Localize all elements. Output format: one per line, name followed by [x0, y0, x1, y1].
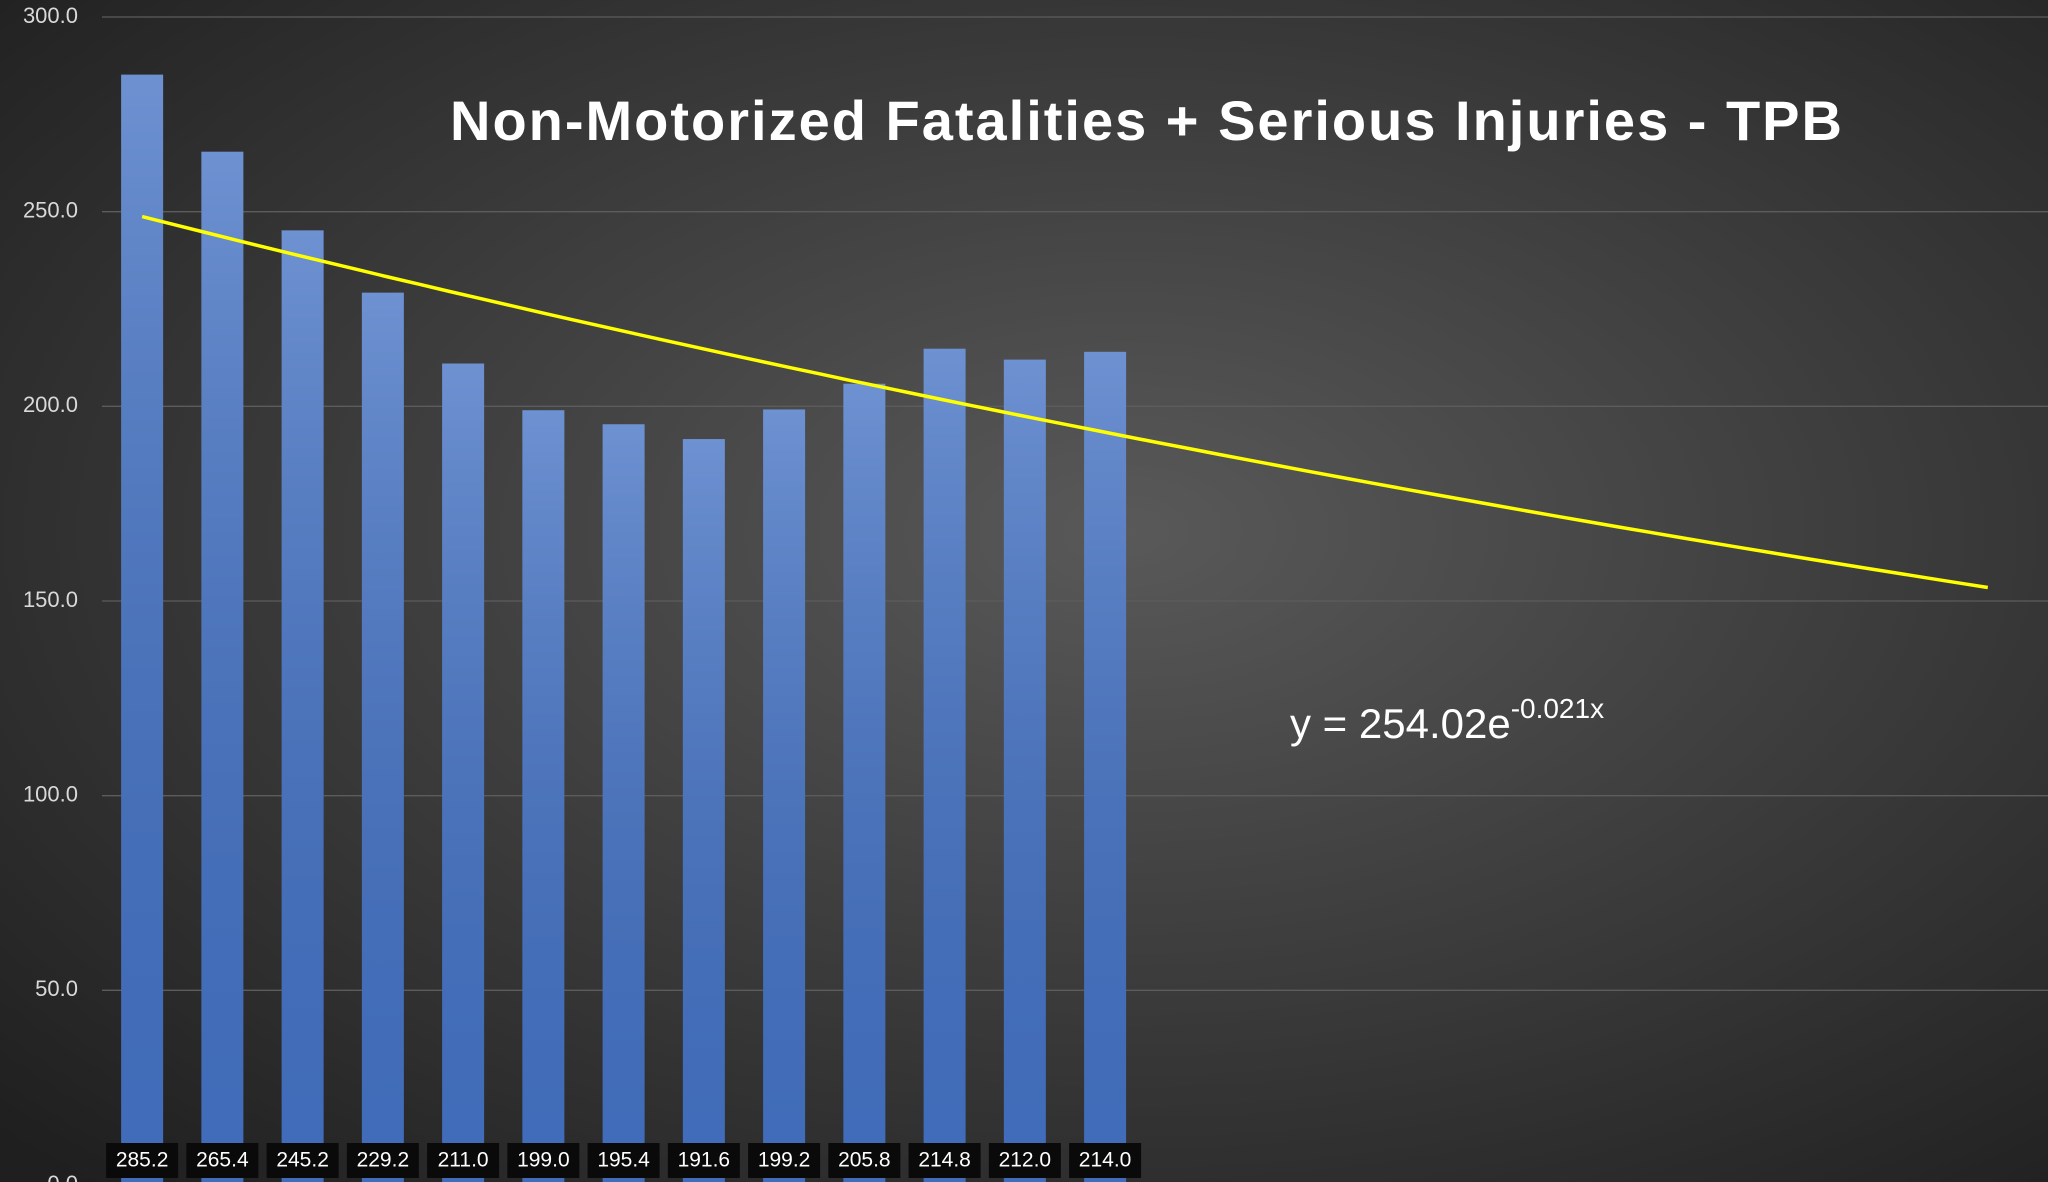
y-tick-label: 50.0: [35, 976, 78, 1001]
value-label-box: [1069, 1143, 1142, 1178]
bar-sheen: [281, 230, 324, 1182]
value-label: 191.6: [678, 1149, 731, 1172]
bar-sheen: [1003, 359, 1046, 1182]
value-label-box: [106, 1143, 179, 1178]
y-tick-label: 150.0: [23, 587, 78, 612]
trendline: [141, 214, 1989, 590]
value-label-box: [988, 1143, 1061, 1178]
value-label-box: [587, 1143, 660, 1178]
value-label-box: [908, 1143, 981, 1178]
grid: 0.0 50.0 100.0 150.0 200.0 250.0 300.0: [23, 3, 2048, 1182]
bar-sheen: [201, 151, 244, 1182]
bar-sheen: [843, 383, 886, 1182]
value-label: 195.4: [597, 1149, 650, 1172]
trend: [141, 214, 1989, 590]
value-label-box: [346, 1143, 419, 1178]
value-label-box: [828, 1143, 901, 1178]
value-label: 229.2: [357, 1149, 410, 1172]
value-label-box: [186, 1143, 259, 1178]
value-label-box: [748, 1143, 821, 1178]
value-label: 205.8: [838, 1149, 891, 1172]
y-tick-label: 250.0: [23, 197, 78, 222]
bar-sheen: [442, 363, 485, 1182]
chart-title: Non-Motorized Fatalities + Serious Injur…: [450, 89, 1844, 152]
value-label: 245.2: [276, 1149, 329, 1172]
bar-sheen: [1084, 351, 1127, 1182]
value-label-box: [667, 1143, 740, 1178]
y-tick-label: 0.0: [47, 1171, 78, 1182]
bars: 285.2 265.4 245.2 229.2 211.0 199.0 195.4 191.6…: [106, 74, 1142, 1182]
trendline-equation: y = 254.02e-0.021x: [1290, 693, 1604, 747]
value-label: 265.4: [196, 1149, 249, 1172]
bar-sheen: [361, 292, 404, 1182]
value-label: 285.2: [116, 1149, 169, 1172]
bar-sheen: [522, 410, 565, 1182]
y-tick-label: 300.0: [23, 3, 78, 28]
value-label: 211.0: [438, 1149, 489, 1172]
value-label-box: [427, 1143, 500, 1178]
equation-exponent: -0.021x: [1511, 693, 1604, 724]
bar-sheen: [602, 424, 645, 1182]
y-tick-label: 100.0: [23, 781, 78, 806]
bar-sheen: [923, 348, 966, 1182]
value-label: 214.0: [1079, 1149, 1132, 1172]
value-label: 199.0: [517, 1149, 570, 1172]
value-label-box: [507, 1143, 580, 1178]
y-tick-label: 200.0: [23, 392, 78, 417]
bar-sheen: [763, 409, 806, 1182]
bar-sheen: [121, 74, 164, 1182]
value-label: 212.0: [999, 1149, 1052, 1172]
equation-base: y = 254.02e: [1290, 700, 1511, 747]
bar-sheen: [682, 439, 725, 1182]
value-label-box: [266, 1143, 339, 1178]
value-label: 199.2: [758, 1149, 811, 1172]
value-label: 214.8: [918, 1149, 971, 1172]
